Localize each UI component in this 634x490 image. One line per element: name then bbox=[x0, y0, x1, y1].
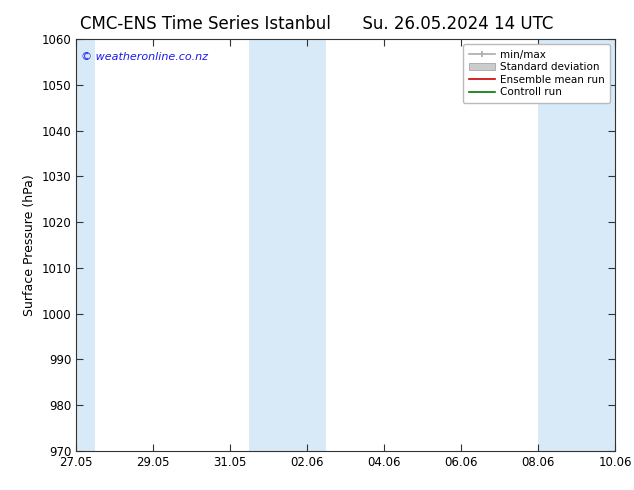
Legend: min/max, Standard deviation, Ensemble mean run, Controll run: min/max, Standard deviation, Ensemble me… bbox=[463, 45, 610, 102]
Text: © weatheronline.co.nz: © weatheronline.co.nz bbox=[81, 51, 209, 62]
Bar bbox=[538, 39, 615, 451]
Bar bbox=[76, 39, 95, 451]
Y-axis label: Surface Pressure (hPa): Surface Pressure (hPa) bbox=[23, 174, 36, 316]
Bar bbox=[249, 39, 327, 451]
Text: CMC-ENS Time Series Istanbul      Su. 26.05.2024 14 UTC: CMC-ENS Time Series Istanbul Su. 26.05.2… bbox=[81, 15, 553, 33]
